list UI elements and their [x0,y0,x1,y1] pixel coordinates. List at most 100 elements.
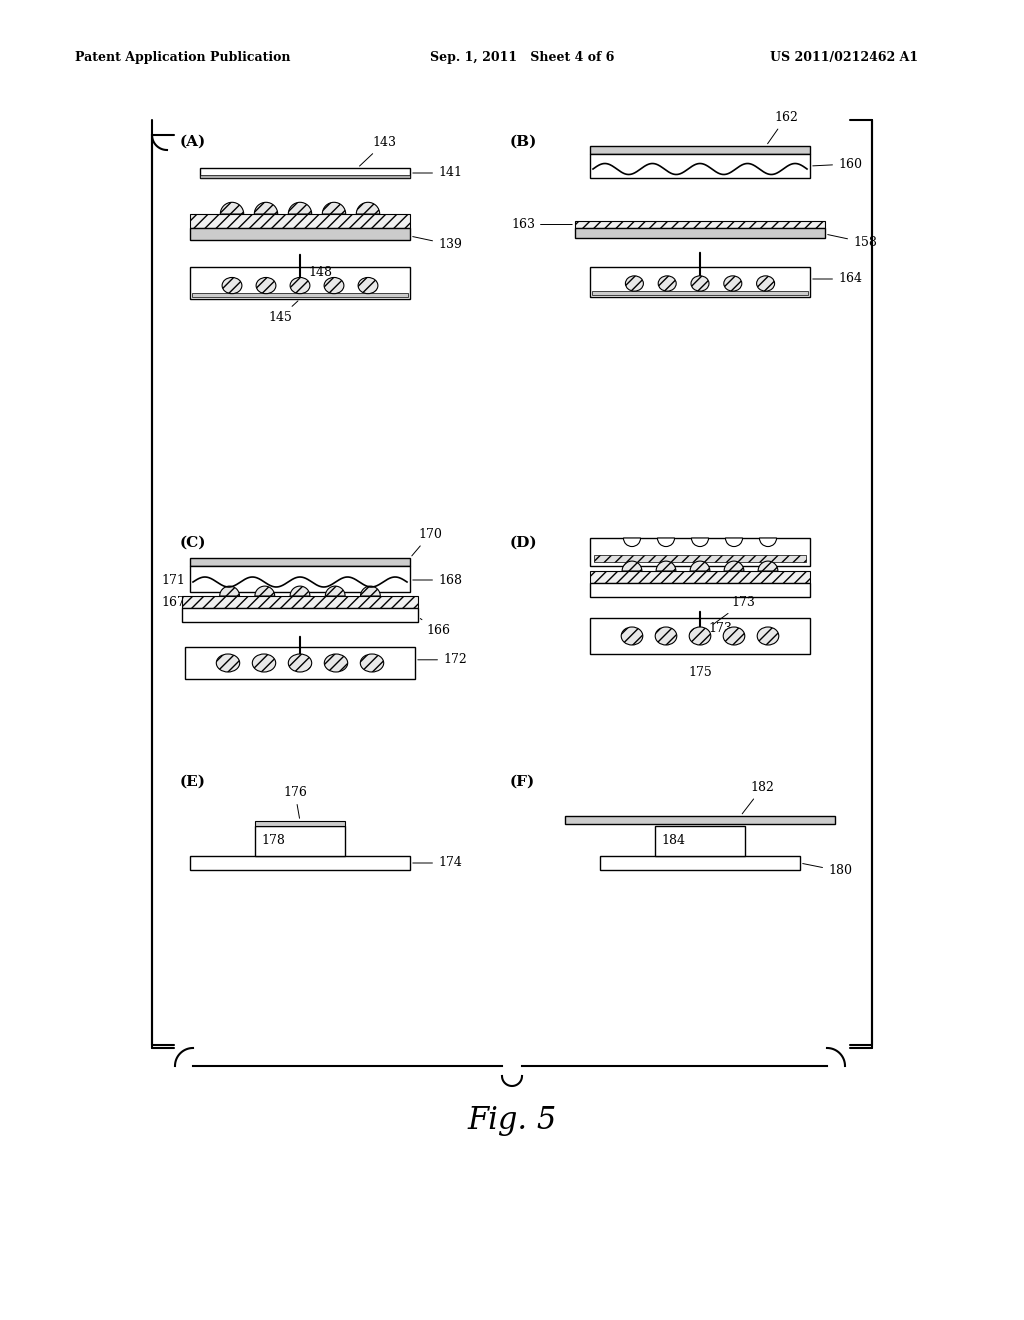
Text: (D): (D) [510,536,538,550]
Wedge shape [254,202,278,214]
Wedge shape [220,202,244,214]
Ellipse shape [626,276,643,292]
Text: 162: 162 [768,111,798,144]
Wedge shape [290,586,310,597]
Text: (B): (B) [510,135,538,149]
Ellipse shape [289,653,311,672]
Bar [200,176,410,178]
Text: 166: 166 [420,619,450,638]
Text: 176: 176 [283,785,307,818]
Text: 164: 164 [813,272,862,285]
Bar [255,826,345,855]
Bar [190,214,410,228]
Text: 174: 174 [413,857,462,870]
Text: 160: 160 [813,157,862,170]
Text: 172: 172 [418,653,467,667]
Ellipse shape [358,277,378,293]
Bar [185,647,415,678]
Text: 143: 143 [359,136,396,166]
Ellipse shape [216,653,240,672]
Bar [190,228,410,240]
Wedge shape [323,202,346,214]
Text: (F): (F) [510,775,536,789]
Bar [594,554,806,562]
Bar [590,267,810,297]
Bar [193,293,408,297]
Wedge shape [724,561,743,572]
Wedge shape [326,586,345,597]
Ellipse shape [290,277,310,293]
Ellipse shape [689,627,711,645]
Text: 170: 170 [412,528,442,556]
Wedge shape [624,539,641,546]
Text: 182: 182 [742,781,774,814]
Text: (E): (E) [180,775,206,789]
Text: Fig. 5: Fig. 5 [467,1105,557,1135]
Text: 180: 180 [803,863,852,878]
Bar [575,228,825,238]
Wedge shape [623,561,642,572]
Wedge shape [656,561,676,572]
Wedge shape [360,586,380,597]
Ellipse shape [360,653,384,672]
Text: 173: 173 [708,623,732,635]
Bar [190,558,410,566]
Ellipse shape [655,627,677,645]
Text: Patent Application Publication: Patent Application Publication [75,51,291,65]
Bar [255,821,345,826]
Bar [565,816,835,824]
Bar [590,539,810,566]
Text: 148: 148 [308,267,332,280]
Wedge shape [758,561,778,572]
Bar [655,826,745,855]
Wedge shape [760,539,776,546]
Bar [592,290,808,294]
Ellipse shape [252,653,275,672]
Bar [190,855,410,870]
Text: US 2011/0212462 A1: US 2011/0212462 A1 [770,51,919,65]
Text: 167: 167 [161,595,185,609]
Bar [590,154,810,178]
Bar [590,618,810,653]
Wedge shape [255,586,274,597]
Wedge shape [220,586,240,597]
Bar [575,220,825,228]
Ellipse shape [691,276,709,292]
Text: 168: 168 [413,573,462,586]
Text: 173: 173 [714,597,755,624]
Bar [190,566,410,591]
Text: 175: 175 [688,665,712,678]
Text: 139: 139 [413,236,462,251]
Text: 158: 158 [827,235,877,249]
Text: 141: 141 [413,166,462,180]
Ellipse shape [724,276,741,292]
Wedge shape [691,539,709,546]
Text: (C): (C) [180,536,207,550]
Bar [190,267,410,300]
Bar [590,572,810,583]
Text: 178: 178 [261,834,285,847]
Wedge shape [725,539,742,546]
Bar [182,597,418,609]
Ellipse shape [222,277,242,293]
Wedge shape [657,539,675,546]
Ellipse shape [658,276,676,292]
Bar [590,583,810,597]
Bar [590,147,810,154]
Wedge shape [289,202,311,214]
Ellipse shape [757,627,779,645]
Ellipse shape [325,277,344,293]
Ellipse shape [325,653,348,672]
Wedge shape [356,202,380,214]
Text: 163: 163 [511,218,572,231]
Wedge shape [690,561,710,572]
Text: 184: 184 [662,834,685,847]
Ellipse shape [723,627,744,645]
Text: (A): (A) [180,135,206,149]
Ellipse shape [757,276,774,292]
Ellipse shape [622,627,643,645]
Text: Sep. 1, 2011   Sheet 4 of 6: Sep. 1, 2011 Sheet 4 of 6 [430,51,614,65]
Text: 145: 145 [268,301,298,323]
Bar [600,855,800,870]
Text: 171: 171 [161,573,185,586]
